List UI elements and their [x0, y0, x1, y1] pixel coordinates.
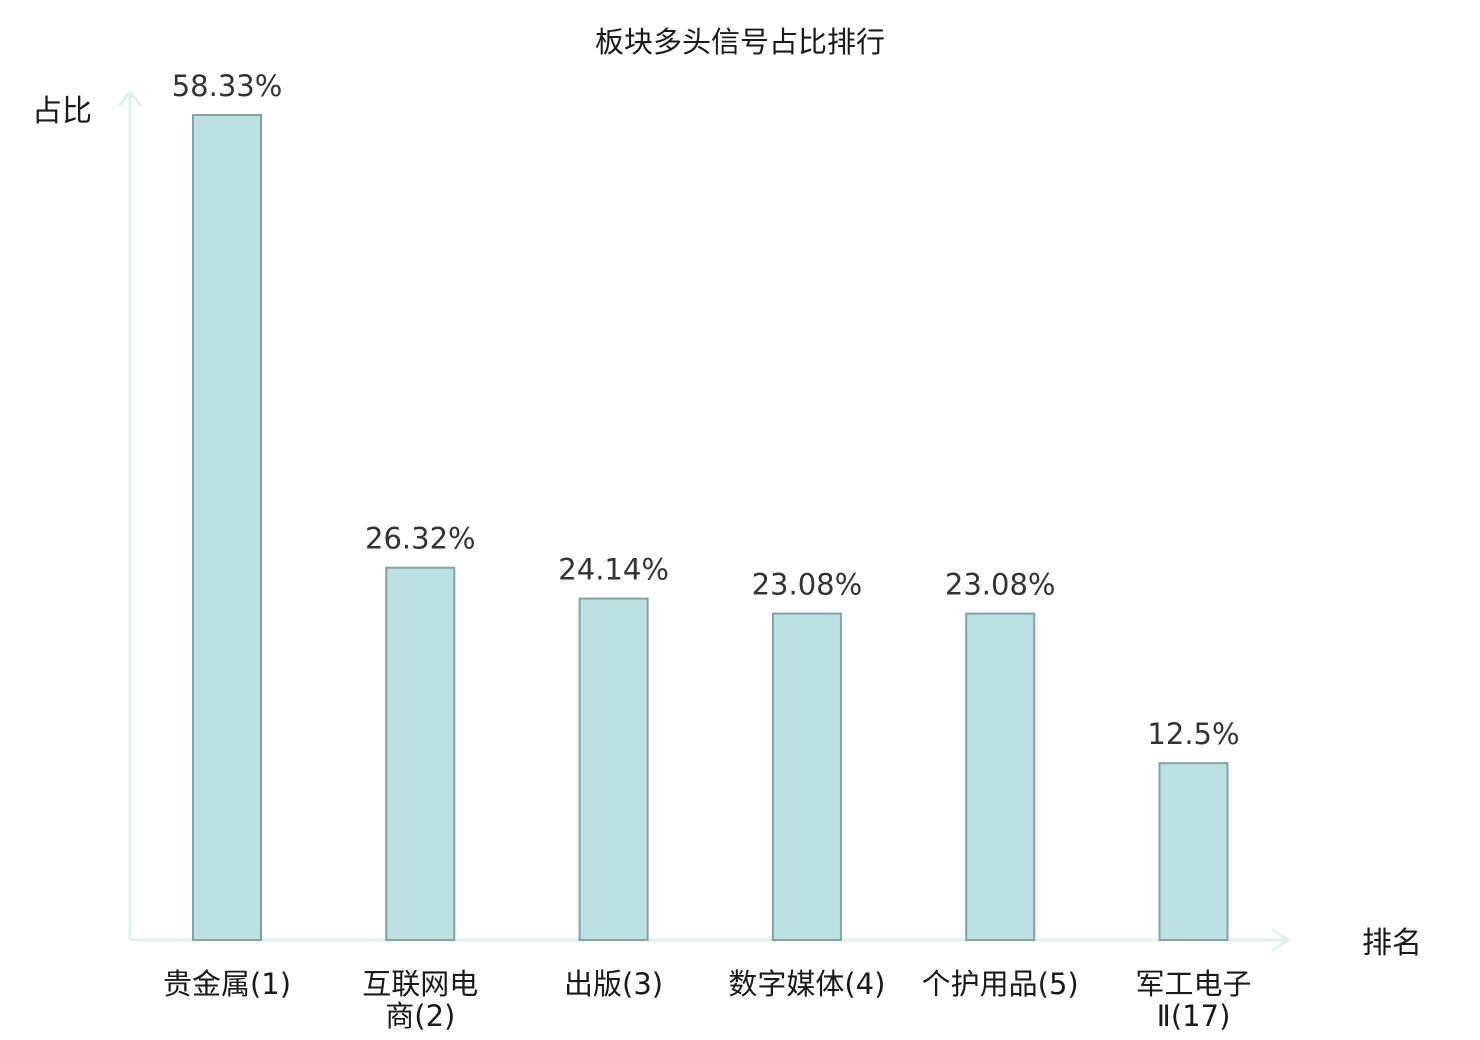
value-label-1: 58.33% [172, 69, 283, 103]
x-axis-label: 排名 [1362, 926, 1422, 961]
category-label-2-line-1: 互联网电 [362, 967, 478, 1001]
chart-title: 板块多头信号占比排行 [595, 25, 885, 59]
y-axis-arrow [117, 89, 143, 107]
value-label-4: 23.08% [752, 568, 863, 602]
category-label-6-line-2: Ⅱ(17) [1157, 999, 1231, 1033]
category-label-3: 出版(3) [564, 967, 663, 1001]
bar-6 [1158, 762, 1229, 941]
bar-5 [965, 612, 1036, 941]
value-label-6: 12.5% [1147, 717, 1239, 751]
y-axis-label: 占比 [32, 94, 92, 129]
value-label-3: 24.14% [558, 553, 669, 587]
category-label-5: 个护用品(5) [922, 967, 1079, 1001]
bar-1 [192, 114, 262, 941]
category-label-1: 贵金属(1) [163, 967, 291, 1001]
bar-3 [578, 597, 649, 941]
bar-2 [385, 566, 456, 941]
category-label-4: 数字媒体(4) [728, 967, 885, 1001]
x-axis-arrow [1271, 927, 1291, 953]
category-label-2-line-2: 商(2) [385, 999, 455, 1033]
bar-4 [771, 612, 842, 941]
value-label-5: 23.08% [945, 568, 1056, 602]
category-label-6-line-1: 军工电子 [1135, 967, 1251, 1001]
value-label-2: 26.32% [365, 522, 476, 556]
